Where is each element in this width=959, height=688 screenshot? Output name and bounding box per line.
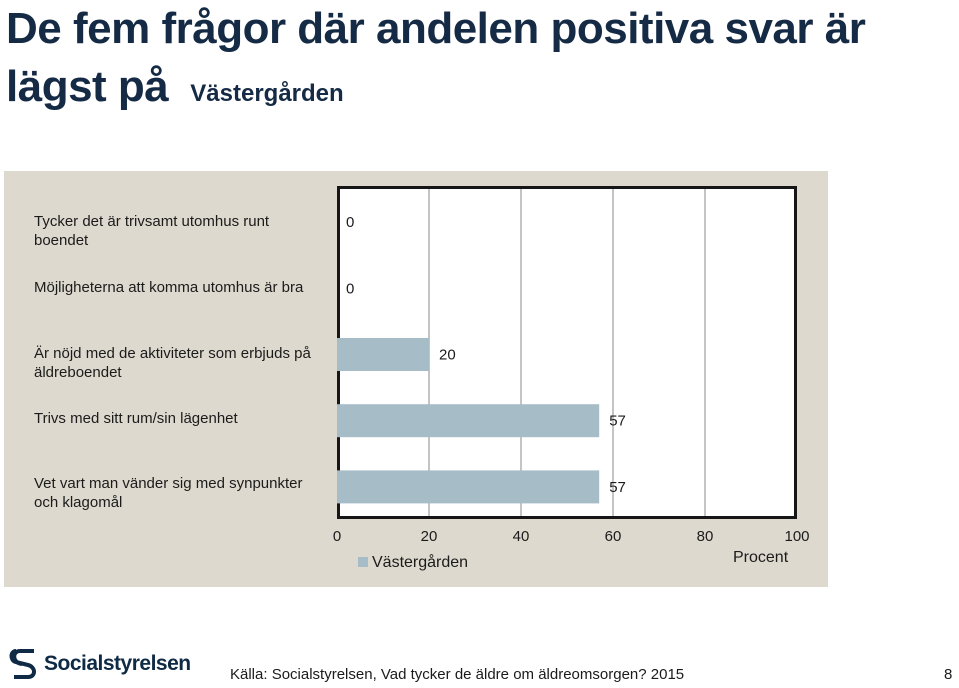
unit-name: Västergården bbox=[190, 80, 344, 107]
category-label: Möjligheterna att komma utomhus är bra bbox=[34, 279, 304, 296]
legend-swatch bbox=[358, 557, 368, 567]
x-tick-label: 80 bbox=[697, 528, 714, 545]
category-label: Tycker det är trivsamt utomhus runt boen… bbox=[34, 213, 270, 249]
category-label: Vet vart man vänder sig med synpunkter o… bbox=[34, 475, 303, 511]
x-tick-label: 0 bbox=[333, 528, 341, 545]
x-tick-label: 60 bbox=[605, 528, 622, 545]
x-tick-label: 20 bbox=[421, 528, 438, 545]
data-label: 0 bbox=[346, 214, 354, 231]
category-label: Trivs med sitt rum/sin lägenhet bbox=[34, 410, 238, 427]
x-tick-label: 40 bbox=[513, 528, 530, 545]
legend-label: Västergården bbox=[372, 554, 469, 571]
data-label: 20 bbox=[439, 347, 456, 364]
logo-icon bbox=[9, 649, 36, 679]
data-label: 57 bbox=[609, 413, 626, 430]
page-title: De fem frågor där andelen positiva svar … bbox=[6, 0, 956, 123]
x-tick-label: 100 bbox=[784, 528, 809, 545]
data-label: 0 bbox=[346, 280, 354, 297]
category-label: Är nöjd med de aktiviteter som erbjuds p… bbox=[34, 345, 311, 381]
x-axis-label: Procent bbox=[733, 549, 789, 566]
logo-wordmark: Socialstyrelsen bbox=[44, 652, 191, 675]
bar bbox=[337, 470, 600, 504]
source-note: Källa: Socialstyrelsen, Vad tycker de äl… bbox=[230, 666, 685, 683]
page-number: 8 bbox=[944, 666, 953, 683]
bar bbox=[337, 338, 429, 371]
socialstyrelsen-logo: Socialstyrelsen bbox=[8, 647, 191, 681]
bar bbox=[337, 404, 600, 438]
title-text: De fem frågor där andelen positiva svar … bbox=[6, 4, 866, 111]
data-label: 57 bbox=[609, 479, 626, 496]
